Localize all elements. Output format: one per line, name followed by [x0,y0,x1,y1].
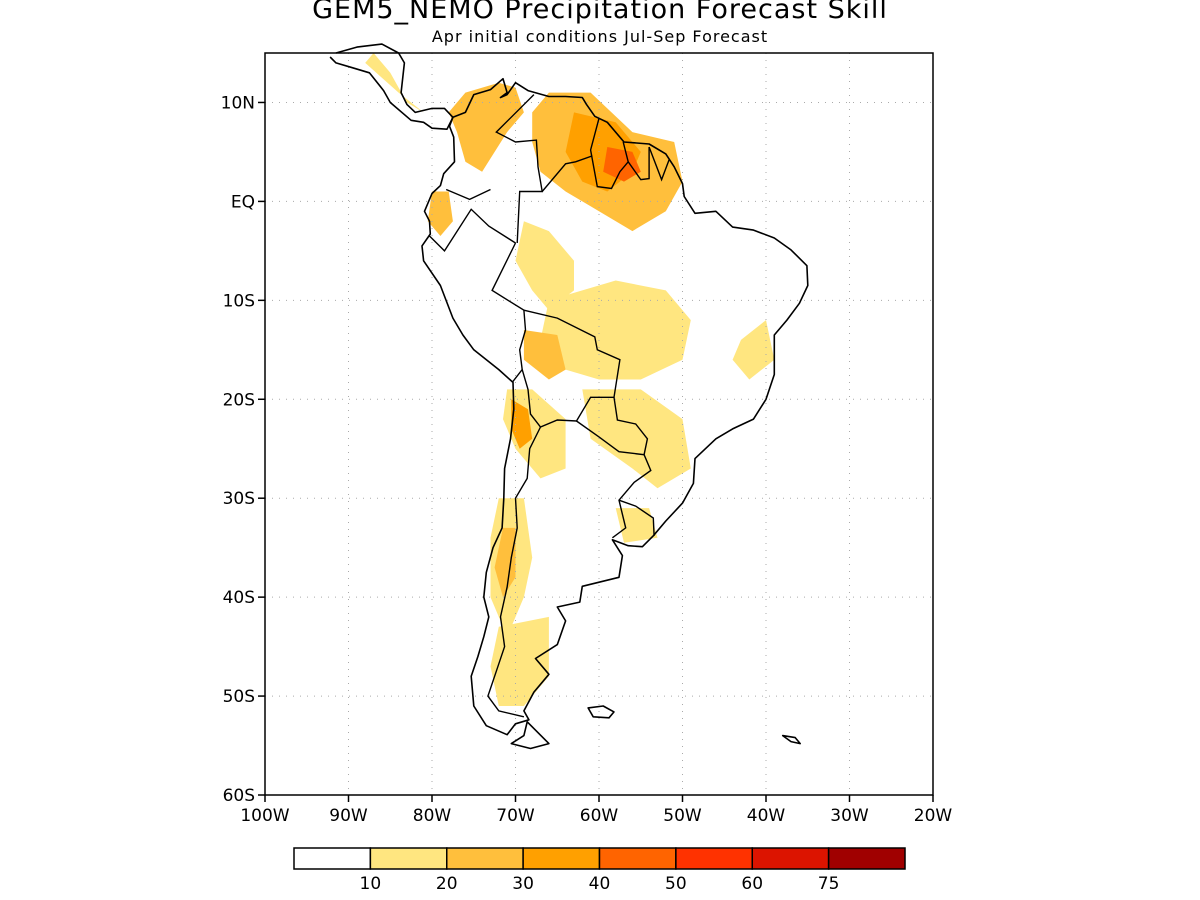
skill-region-western-amazon [515,221,574,311]
legend-swatch [522,847,601,870]
lat-tick-label: EQ [231,192,255,212]
skill-region-atacama-core [511,399,533,449]
country-border [487,426,542,718]
country-border [611,454,652,539]
lon-tick-label: 90W [329,806,368,826]
legend-swatch [598,847,677,870]
lon-tick-label: 40W [747,806,786,826]
skill-region-paraguay-south-brazil [582,389,691,489]
country-border [648,146,670,182]
country-border [445,188,491,201]
coastline-layer [329,43,809,750]
country-border [495,94,544,244]
lon-tick-label: 70W [496,806,535,826]
skill-region-ecuador-coast [427,191,453,236]
tierra-del-fuego-coastline [510,720,550,750]
legend-label: 50 [665,874,687,894]
legend-label: 75 [818,874,840,894]
legend-label: 20 [436,874,458,894]
skill-region-bolivia-core [523,330,566,380]
legend-swatch [369,847,448,870]
country-border [622,141,650,181]
lat-tick-label: 10S [223,291,255,311]
lat-tick-label: 30S [223,489,255,509]
lon-tick-label: 50W [663,806,702,826]
lat-tick-label: 60S [223,786,255,806]
lon-tick-label: 20W [914,806,953,826]
lon-tick-label: 60W [580,806,619,826]
south-georgia-coastline [781,734,802,745]
skill-region-guiana-peak [603,147,641,182]
lon-tick-label: 100W [240,806,289,826]
skill-region-northeast-brazil [732,320,775,380]
falkland-islands-coastline [587,705,615,719]
central-america-coastline [329,43,454,130]
legend-label: 10 [360,874,382,894]
color-legend: 10 20 30 40 50 60 75 [293,847,906,894]
legend-label: 40 [589,874,611,894]
graticule-grid [265,53,933,795]
skill-region-uruguay [615,508,658,543]
lon-tick-label: 30W [830,806,869,826]
lat-tick-label: 10N [221,93,255,113]
lat-tick-label: 20S [223,390,255,410]
skill-region-patagonia [490,616,549,706]
legend-swatch [675,847,754,870]
country-border [521,309,621,428]
lat-tick-label: 40S [223,588,255,608]
skill-region-chile-core [494,527,516,598]
legend-label: 60 [741,874,763,894]
country-border [541,155,593,192]
south-america-coastline [421,77,809,736]
map-title: GEM5_NEMO Precipitation Forecast Skill [312,0,888,25]
legend-swatch [293,847,372,870]
map-subtitle: Apr initial conditions Jul-Sep Forecast [431,27,769,46]
lat-tick-label: 50S [223,687,255,707]
country-border [429,208,516,253]
country-border [576,397,649,456]
legend-swatch [446,847,524,870]
skill-region-central-america [365,53,424,113]
country-border [618,499,655,536]
legend-swatch [751,847,830,870]
legend-swatch [827,847,906,870]
skill-region-central-brazil [540,280,691,380]
skill-shading-layer [365,53,775,706]
lon-tick-label: 80W [413,806,452,826]
country-border [589,118,629,190]
legend-label: 30 [512,874,534,894]
skill-region-north-colombia [448,82,524,172]
